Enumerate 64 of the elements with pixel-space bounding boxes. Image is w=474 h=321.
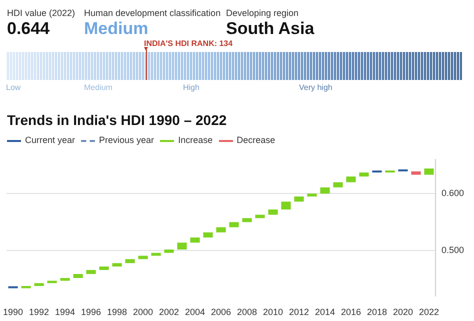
bar <box>229 222 239 228</box>
bar <box>73 274 83 278</box>
y-tick-label: 0.500 <box>441 245 464 256</box>
bar <box>99 266 109 270</box>
x-tick-label: 2002 <box>159 307 180 318</box>
bar <box>138 256 148 260</box>
bar <box>203 232 213 238</box>
bar <box>424 168 434 175</box>
x-tick-label: 1994 <box>55 307 76 318</box>
text: Developing region <box>226 8 299 18</box>
bar <box>60 278 70 281</box>
x-tick-label: 2008 <box>236 307 258 318</box>
bar <box>112 263 122 267</box>
bar <box>151 252 161 256</box>
bar <box>21 286 31 288</box>
text: Low <box>6 83 21 92</box>
y-tick-label: 0.600 <box>441 188 464 198</box>
x-tick-label: 2004 <box>185 307 206 318</box>
x-tick-label: 1996 <box>81 307 102 318</box>
x-tick-label: 2006 <box>210 307 232 318</box>
x-tick-label: 2000 <box>133 307 154 318</box>
legend-label: Increase <box>177 135 213 145</box>
x-tick-label: 1990 <box>3 307 24 318</box>
x-tick-label: 2022 <box>418 307 439 318</box>
bar <box>294 196 304 202</box>
text: 0.644 <box>7 19 50 39</box>
legend-label: Decrease <box>236 135 276 145</box>
bar <box>242 218 252 222</box>
bar <box>359 172 369 176</box>
bar <box>333 182 343 188</box>
text: INDIA'S HDI RANK: 134 <box>144 39 233 48</box>
text: Very high <box>299 83 332 92</box>
x-tick-label: 2012 <box>288 307 310 318</box>
x-tick-label: 2016 <box>340 307 362 318</box>
bar <box>320 187 330 194</box>
bar <box>190 237 200 243</box>
bar <box>268 210 278 215</box>
text: Previous year <box>98 135 154 145</box>
bar <box>177 242 187 250</box>
x-tick-label: 2018 <box>366 307 387 318</box>
bar <box>281 202 291 210</box>
bar <box>216 227 226 232</box>
text: High <box>183 83 200 92</box>
x-tick-label: 2014 <box>314 307 336 318</box>
text: South Asia <box>226 19 314 39</box>
bar <box>307 194 317 196</box>
bar <box>411 171 421 175</box>
chart-title: Trends in India's HDI 1990 – 2022 <box>7 112 227 128</box>
bar <box>47 280 57 284</box>
bar <box>34 283 44 286</box>
bar <box>125 259 135 264</box>
bar <box>164 249 174 253</box>
bar <box>255 214 265 218</box>
bar <box>346 176 356 182</box>
legend-label: Current year <box>24 135 76 145</box>
x-tick-label: 1992 <box>29 307 50 318</box>
text: HDI value (2022) <box>7 8 76 18</box>
text: Medium <box>84 19 148 39</box>
text: Medium <box>84 83 112 92</box>
x-tick-label: 1998 <box>107 307 128 318</box>
text: Human development classification <box>84 8 221 18</box>
x-tick-label: 2020 <box>392 307 413 318</box>
bar <box>86 270 96 274</box>
x-tick-label: 2010 <box>262 307 284 318</box>
